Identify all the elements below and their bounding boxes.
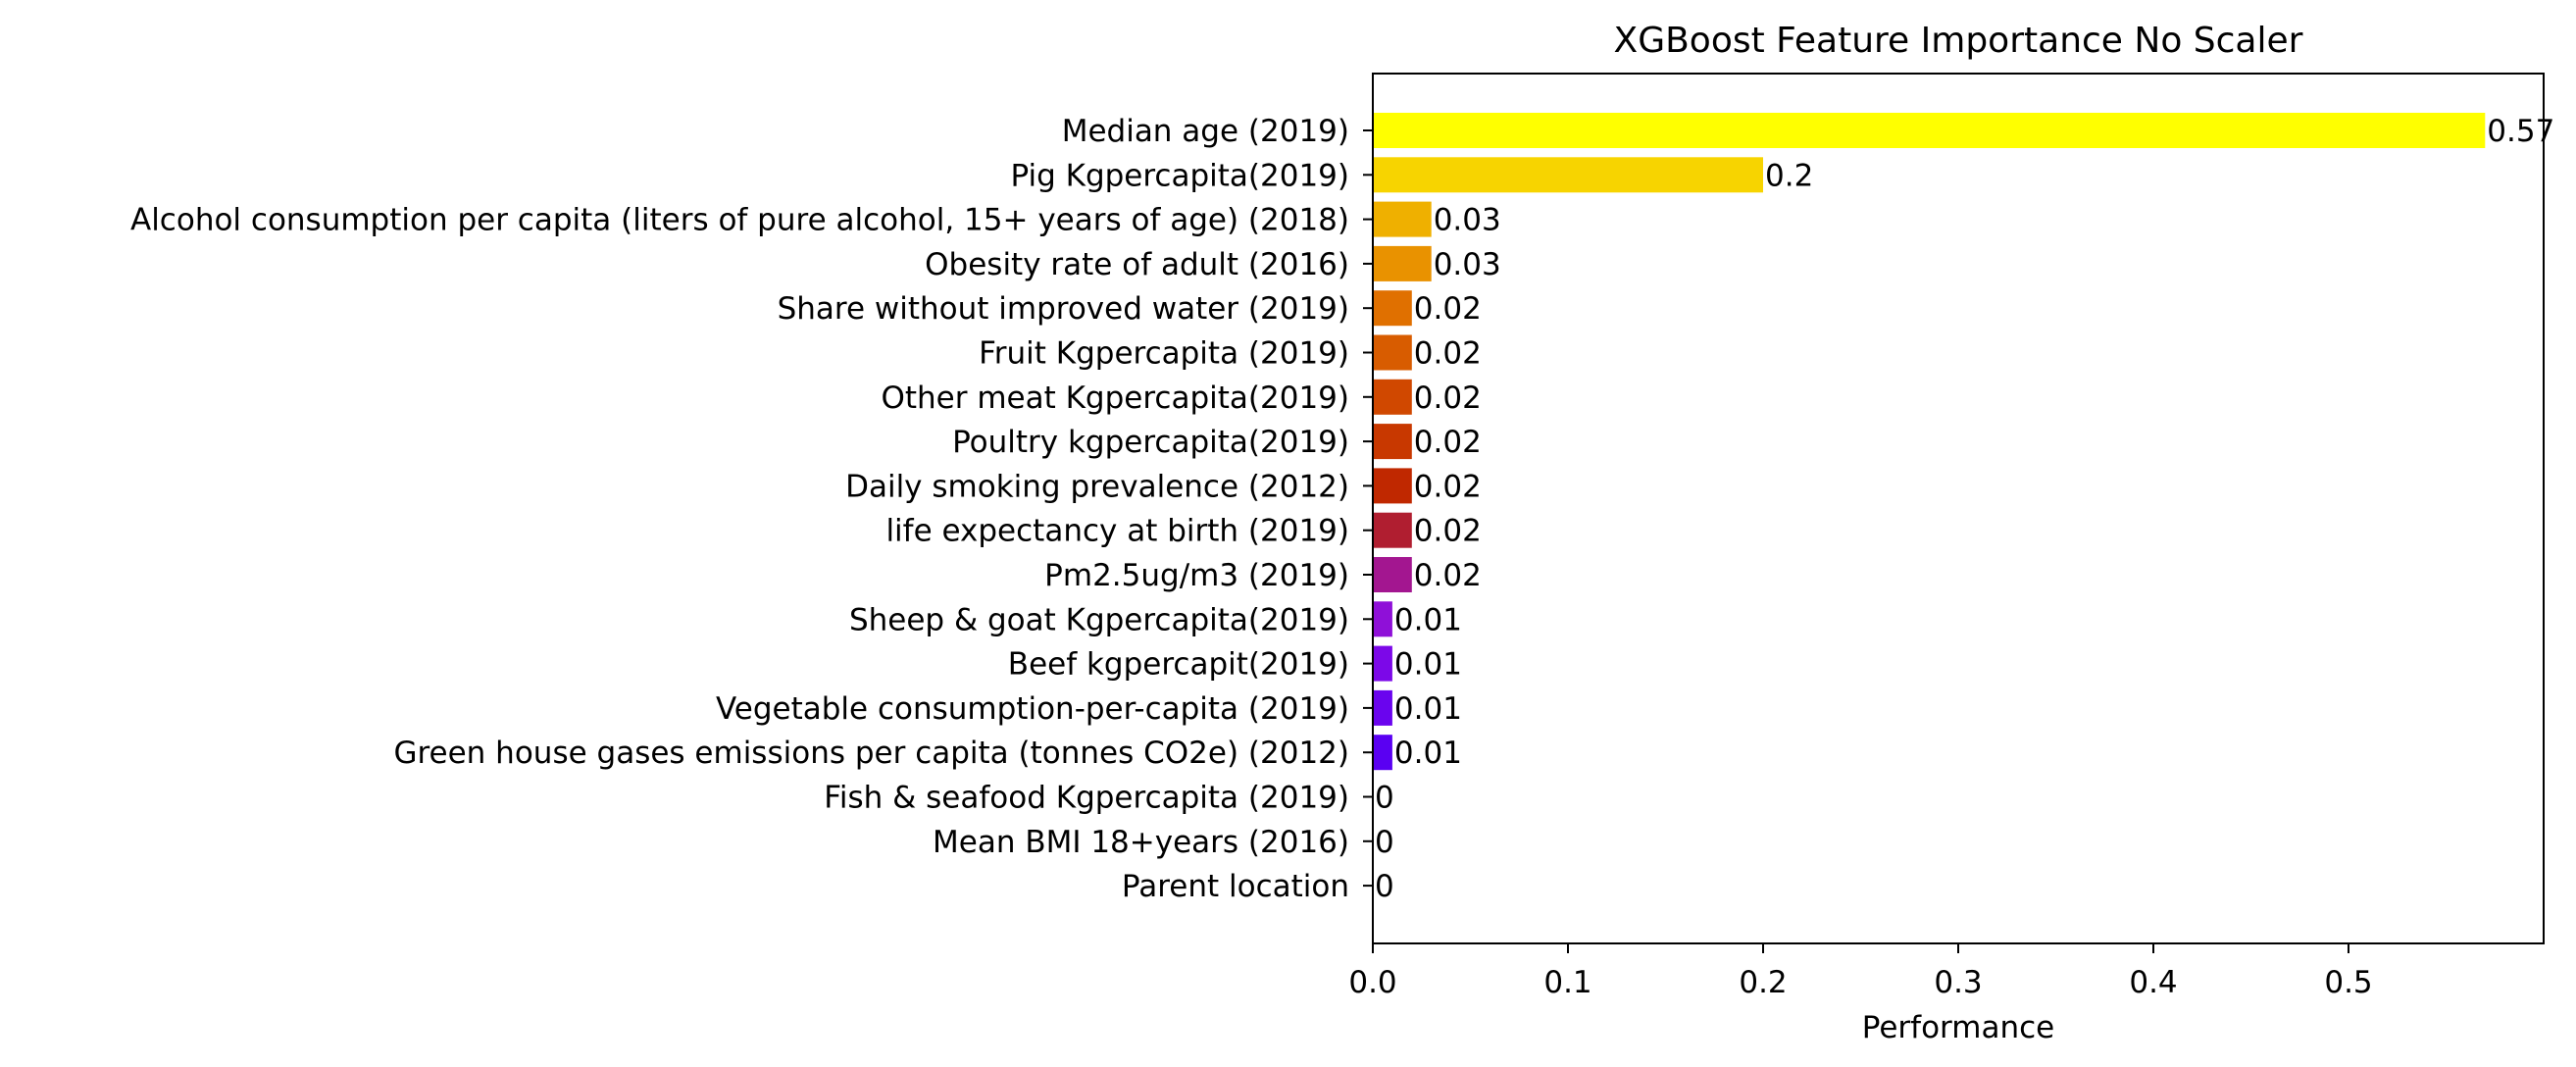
category-label: Sheep & goat Kgpercapita(2019) bbox=[849, 602, 1349, 637]
bar bbox=[1373, 601, 1392, 637]
bar-value-label: 0.02 bbox=[1414, 336, 1482, 372]
bar-value-label: 0.02 bbox=[1414, 469, 1482, 504]
bar bbox=[1373, 379, 1412, 415]
bar-value-label: 0.02 bbox=[1414, 291, 1482, 327]
bar bbox=[1373, 557, 1412, 592]
bar bbox=[1373, 201, 1432, 237]
category-label: Pig Kgpercapita(2019) bbox=[1010, 158, 1349, 193]
category-label: life expectancy at birth (2019) bbox=[885, 514, 1349, 549]
category-label: Parent location bbox=[1122, 869, 1349, 904]
bar-value-label: 0.01 bbox=[1394, 602, 1462, 637]
bar bbox=[1373, 689, 1392, 726]
x-axis-title: Performance bbox=[1862, 1010, 2054, 1045]
x-tick-label: 0.4 bbox=[2129, 965, 2177, 1000]
bar-value-label: 0.02 bbox=[1414, 514, 1482, 549]
bar bbox=[1373, 157, 1763, 193]
bar-value-label: 0.03 bbox=[1434, 247, 1501, 282]
bar-value-label: 0 bbox=[1375, 781, 1394, 816]
category-label: Beef kgpercapit(2019) bbox=[1008, 647, 1349, 683]
bar-value-label: 0.01 bbox=[1394, 736, 1462, 771]
bar-value-label: 0 bbox=[1375, 825, 1394, 860]
category-label: Alcohol consumption per capita (liters o… bbox=[130, 203, 1349, 238]
bar bbox=[1373, 290, 1412, 327]
bar-value-label: 0.2 bbox=[1765, 158, 1813, 193]
bar-value-label: 0.02 bbox=[1414, 558, 1482, 593]
bar bbox=[1373, 113, 2486, 148]
bar bbox=[1373, 334, 1412, 371]
bars-group: 0.570.20.030.030.020.020.020.020.020.020… bbox=[1373, 113, 2554, 904]
category-label: Obesity rate of adult (2016) bbox=[925, 247, 1349, 282]
category-label: Daily smoking prevalence (2012) bbox=[845, 469, 1349, 504]
category-label: Green house gases emissions per capita (… bbox=[393, 736, 1349, 771]
bar-value-label: 0.01 bbox=[1394, 647, 1462, 683]
category-label: Fruit Kgpercapita (2019) bbox=[979, 336, 1349, 372]
category-label: Fish & seafood Kgpercapita (2019) bbox=[824, 781, 1349, 816]
x-tick-label: 0.0 bbox=[1348, 965, 1396, 1000]
bar bbox=[1373, 245, 1432, 281]
bar bbox=[1373, 424, 1412, 460]
category-label: Poultry kgpercapita(2019) bbox=[952, 425, 1349, 460]
category-label: Other meat Kgpercapita(2019) bbox=[881, 381, 1349, 416]
bar bbox=[1373, 735, 1392, 771]
category-label: Median age (2019) bbox=[1062, 114, 1349, 149]
bar-value-label: 0.03 bbox=[1434, 203, 1501, 238]
category-label: Pm2.5ug/m3 (2019) bbox=[1044, 558, 1349, 593]
bar-value-label: 0.02 bbox=[1414, 425, 1482, 460]
chart-title: XGBoost Feature Importance No Scaler bbox=[1614, 21, 2303, 61]
bar-value-label: 0 bbox=[1375, 869, 1394, 904]
x-tick-label: 0.1 bbox=[1543, 965, 1591, 1000]
bar-value-label: 0.02 bbox=[1414, 381, 1482, 416]
bar bbox=[1373, 468, 1412, 504]
category-label: Vegetable consumption-per-capita (2019) bbox=[716, 691, 1349, 727]
x-tick-label: 0.3 bbox=[1934, 965, 1982, 1000]
category-label: Mean BMI 18+years (2016) bbox=[933, 825, 1349, 860]
bar-value-label: 0.01 bbox=[1394, 691, 1462, 727]
x-ticks-group: 0.0 0.1 0.2 0.3 0.4 0.5 bbox=[1348, 943, 2373, 1000]
category-label: Share without improved water (2019) bbox=[778, 291, 1349, 327]
x-tick-label: 0.5 bbox=[2324, 965, 2372, 1000]
category-labels-group: Median age (2019) Pig Kgpercapita(2019) Al… bbox=[130, 114, 1373, 904]
plot-frame bbox=[1372, 73, 2545, 944]
x-tick-label: 0.2 bbox=[1739, 965, 1787, 1000]
bar bbox=[1373, 645, 1392, 682]
bar bbox=[1373, 512, 1412, 548]
